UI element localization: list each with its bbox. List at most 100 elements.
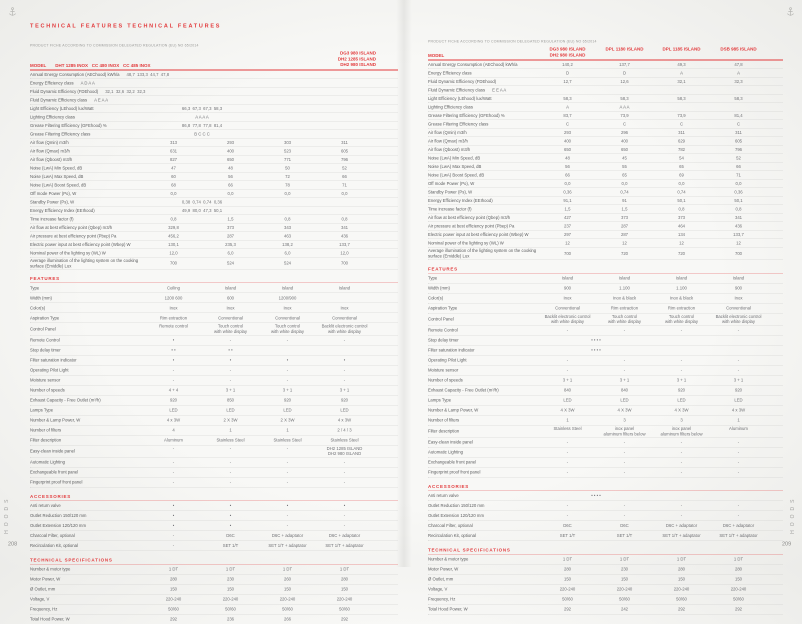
spec-cell: 4 x 3W [731,407,746,413]
spec-cell: 12 [565,240,570,246]
row-label: Off mode Power (Po), W [30,190,77,196]
spec-cell: LED [226,407,235,413]
row-cells: 4 1 1 2 / 4 / 3 [145,427,373,432]
spec-row: Type Ceiling Island Island Island [30,283,398,294]
spec-cell: 4 x 3W [337,417,352,423]
spec-cell: - [737,357,740,363]
spec-row: Annual Energy Consumption (AEChood) kWh/… [30,71,398,80]
row-label: Energy Efficiency Index (EEIhood) [30,207,95,213]
spec-row: Air flow (Qmax) m3/h 400 400 629 605 [428,137,783,146]
spec-cell: 133,7 [339,241,350,247]
spec-cell: 303 [283,139,292,145]
row-label: Outlet Reduction 150/120 mm [30,513,87,518]
spec-cell: 280 [677,566,686,572]
spec-cell: 850 [226,397,235,403]
spec-cell: Aluminum [729,425,748,431]
spec-cell: - [566,367,569,373]
row-cluster-value: B C C C [194,131,210,137]
row-cells: B C C C [145,131,373,136]
row-cells: - SET 1/T SET 1/T + adaptator SET 1/T + ada… [145,543,373,548]
spec-cell: A A A [619,104,630,110]
spec-cell: 50,1 [677,198,686,204]
spec-cell: 150 [677,576,686,582]
spec-cell: - [286,337,289,343]
row-cells: Remote control Touch control with white d… [145,324,373,335]
spec-cell: 0,8 [341,216,348,222]
spec-cell: 631 [169,148,178,154]
row-label: Operating Pilot Light [30,367,69,373]
page-left: TECHNICAL FEATURES TECHNICAL FEATURES PR… [30,0,398,624]
spec-cell: 287 [620,223,629,229]
spec-row: Operating Pilot Light - - - - [428,355,783,366]
row-label: Type [30,285,40,291]
spec-cell: Inox [734,295,743,301]
spec-cell: 83,7 [563,113,572,119]
model-column-name: DSB 985 ISLAND [720,46,757,52]
spec-row: Color(s) Inox Inox Inox Inox [30,303,398,314]
row-label: Filter saturation indicator [428,347,475,353]
spec-cell: 12,0 [340,250,349,256]
section-header-specs: TECHNICAL SPECIFICATIONS [30,557,398,565]
model-column-name: DPL 1180 ISLAND [605,46,644,52]
spec-row: Number & motor type 1 DT 1 DT 1 DT 1 DT [30,564,398,575]
spec-cell: 3 + 1 [562,377,573,383]
spec-cell: - [343,377,346,383]
spec-cell: 292 [734,606,743,612]
spec-cell: - [229,377,232,383]
spec-row: Fingerprint proof front panel - - - - [428,468,783,478]
spec-cell: - [229,337,232,343]
spec-cell: 242 [620,606,629,612]
row-label: Electric power input at best efficiency … [428,232,529,238]
row-cells: 700 524 524 700 [145,261,373,266]
spec-cell: 840 [563,387,572,393]
spec-cell: A [737,70,740,76]
spec-cell: 1 DT [619,556,630,562]
spec-cell: - [566,439,569,445]
spec-cell: 66 [565,172,570,178]
row-label: Air flow (Qmax) m3/h [30,148,70,154]
spec-cell: - [286,445,289,451]
spec-row: Number & motor type 1 DT 1 DT 1 DT 1 DT [428,555,783,565]
spec-cell: - [286,367,289,373]
spec-row: Aspiration Type Rim extraction Conventiona… [30,313,398,324]
row-label: Number of speeds [428,377,463,383]
spec-cell: Touch control with white display [664,313,699,325]
spec-cell: Conventional [218,315,243,321]
spec-cell: 297 [563,232,572,238]
row-cells: 0,0 0,0 0,0 0,0 [539,181,767,186]
spec-row: Exchangeable front panel - - - - [428,458,783,468]
spec-row: Air flow at best efficiency point (Qbep)… [30,224,398,233]
spec-cell: 0,0 [170,190,177,196]
spec-row: Easy-clean inside panel - - - - [428,438,783,448]
row-label: Air flow (Qboost) m3/h [428,147,471,153]
row-label: Exhaust Capacity - Free Outlet (m³/h) [428,387,499,393]
row-cells: 313 293 303 311 [145,140,373,145]
row-cells: 49,9 80,0 47,3 50,1 [145,208,373,213]
spec-cell [316,295,373,300]
spec-cell: - [680,439,683,445]
model-column-name: DG3 980 ISLAND DH2 980 ISLAND [549,46,586,58]
spec-cell: 0,74 [620,189,629,195]
row-label: Anti return valve [30,503,61,508]
spec-cell: 1,5 [564,206,571,212]
spec-cell: 1 DT [733,556,744,562]
spec-row: Aspiration Type Conventional Rim extractio… [428,303,783,314]
spec-cell: 1 DT [168,566,179,572]
spec-cell: 60 [171,173,176,179]
spec-row: Time increase factor (f) 0,8 1,5 0,8 0,8 [30,215,398,224]
row-label: Light Efficiency (LEhood) lux/Watt [428,96,492,102]
spec-cell: D6C + adaptator [271,533,304,538]
spec-cell: Inox [563,295,572,301]
spec-cell: D6C + adaptator [722,523,755,529]
spec-cell: Conventional [555,305,580,311]
row-label: Fingerprint proof front panel [30,479,83,485]
spec-cell: 1 [286,427,289,433]
spec-cell: - [566,503,569,509]
spec-row: Moisture sensor - - - - [428,365,783,376]
spec-cell: 0,0 [284,190,291,196]
spec-row: Air flow (Qboost) m3/h 650 650 782 796 [428,146,783,155]
spec-cell: - [737,459,740,465]
spec-row: Average illumination of the lighting sys… [428,248,783,260]
row-cells: 86,8 77,8 77,8 81,4 [145,123,373,128]
